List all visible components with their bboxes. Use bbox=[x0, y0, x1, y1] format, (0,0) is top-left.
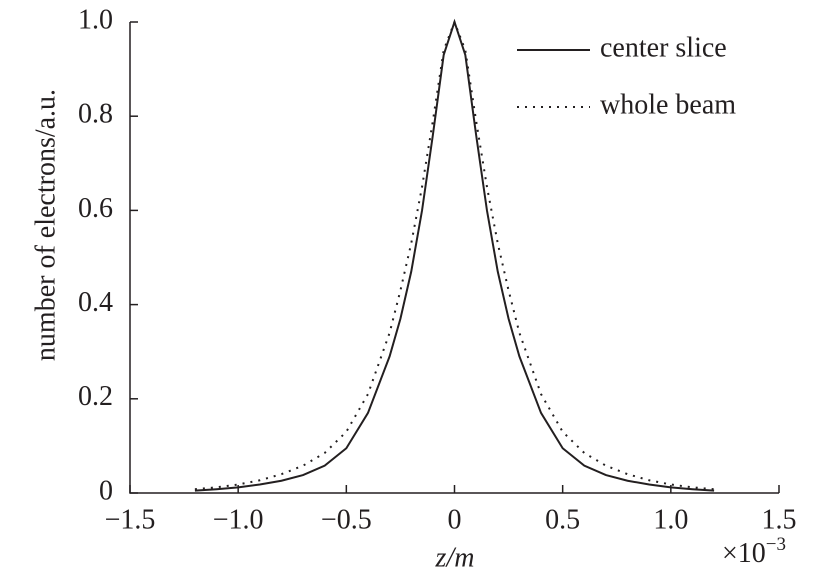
y-tick-label: 0 bbox=[99, 475, 113, 506]
x-axis-label: z/m bbox=[435, 542, 475, 573]
legend-label: whole beam bbox=[600, 89, 736, 120]
y-axis-label: number of electrons/a.u. bbox=[30, 89, 61, 361]
series-line bbox=[194, 19, 715, 491]
y-tick-label: 1.0 bbox=[78, 4, 113, 35]
x-multiplier-base: ×10 bbox=[722, 538, 766, 569]
y-tick-label: 0.8 bbox=[78, 99, 113, 130]
x-tick-label: 1.0 bbox=[653, 504, 688, 535]
x-tick-label: −1.0 bbox=[213, 504, 264, 535]
legend-label: center slice bbox=[600, 32, 727, 63]
x-multiplier: ×10−3 bbox=[722, 534, 786, 569]
y-tick-label: 0.2 bbox=[78, 381, 113, 412]
x-tick-label: −0.5 bbox=[321, 504, 372, 535]
x-tick-label: 1.5 bbox=[762, 504, 797, 535]
y-tick-label: 0.4 bbox=[78, 287, 113, 318]
x-tick-label: 0 bbox=[448, 504, 462, 535]
y-tick-label: 0.6 bbox=[78, 193, 113, 224]
x-tick-label: −1.5 bbox=[105, 504, 156, 535]
x-tick-label: 0.5 bbox=[545, 504, 580, 535]
x-multiplier-exponent: −3 bbox=[766, 534, 786, 555]
